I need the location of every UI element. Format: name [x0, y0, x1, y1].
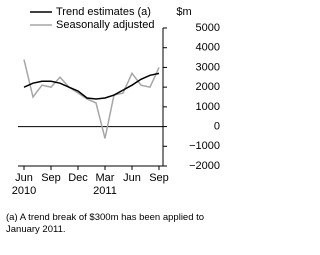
y-tick-label: 5000 [196, 22, 220, 34]
year-label: 2011 [93, 185, 117, 197]
y-tick-label: −1000 [189, 140, 220, 152]
x-tick-label: Sep [41, 172, 61, 184]
y-tick-label: −2000 [189, 160, 220, 172]
x-tick-label: Dec [68, 172, 88, 184]
series-line [23, 59, 160, 139]
y-tick-label: 3000 [196, 61, 220, 73]
y-unit: $m [176, 6, 191, 18]
x-tick-label: Sep [149, 172, 169, 184]
series-line [23, 72, 160, 100]
x-tick-label: Jun [15, 172, 33, 184]
page: $m 5000 4000 3000 2000 1000 0 −1000 −2000 Jun Sep… [6, 5, 220, 235]
legend-label: Seasonally adjusted [56, 19, 154, 31]
chart: $m 5000 4000 3000 2000 1000 0 −1000 −2000 Jun Sep… [12, 6, 220, 197]
legend-label: Trend estimates (a) [56, 6, 151, 18]
x-tick-label: Jun [123, 172, 141, 184]
x-tick-label: Mar [96, 172, 115, 184]
y-tick-label: 2000 [196, 81, 220, 93]
y-tick-label: 0 [214, 120, 220, 132]
footnote: (a) A trend break of $300m has been appl… [6, 212, 205, 235]
year-label: 2010 [12, 185, 36, 197]
y-tick-label: 4000 [196, 42, 220, 54]
y-tick-label: 1000 [196, 101, 220, 113]
